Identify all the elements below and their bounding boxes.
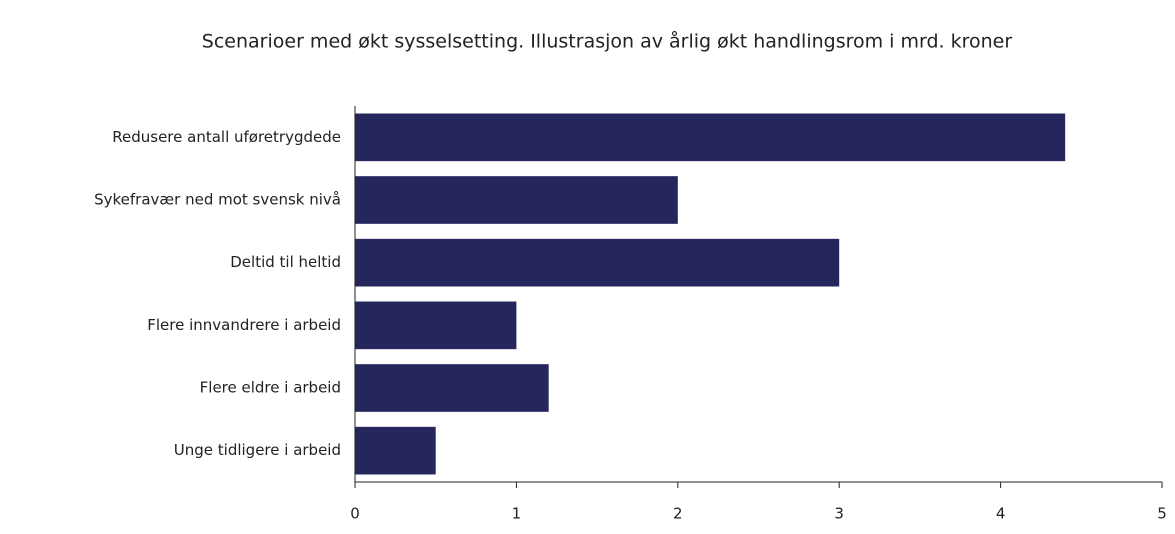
y-tick-label: Flere innvandrere i arbeid	[147, 316, 341, 334]
x-tick-label: 2	[673, 505, 683, 523]
y-tick-label: Flere eldre i arbeid	[200, 379, 341, 397]
x-tick-label: 1	[512, 505, 522, 523]
y-tick-label: Deltid til heltid	[230, 253, 341, 271]
x-tick-label: 0	[350, 505, 360, 523]
x-tick-label: 5	[1157, 505, 1167, 523]
y-tick-label: Redusere antall uføretrygdede	[112, 128, 341, 146]
y-tick-label: Sykefravær ned mot svensk nivå	[94, 191, 341, 209]
bar	[355, 426, 436, 475]
x-tick-label: 4	[996, 505, 1006, 523]
bar	[355, 364, 549, 412]
bar	[355, 238, 840, 287]
bar	[355, 176, 678, 224]
chart-title: Scenarioer med økt sysselsetting. Illust…	[202, 30, 1013, 53]
x-tick-label: 3	[834, 505, 844, 523]
bar	[355, 113, 1066, 162]
bar	[355, 301, 517, 350]
y-tick-label: Unge tidligere i arbeid	[174, 441, 341, 459]
